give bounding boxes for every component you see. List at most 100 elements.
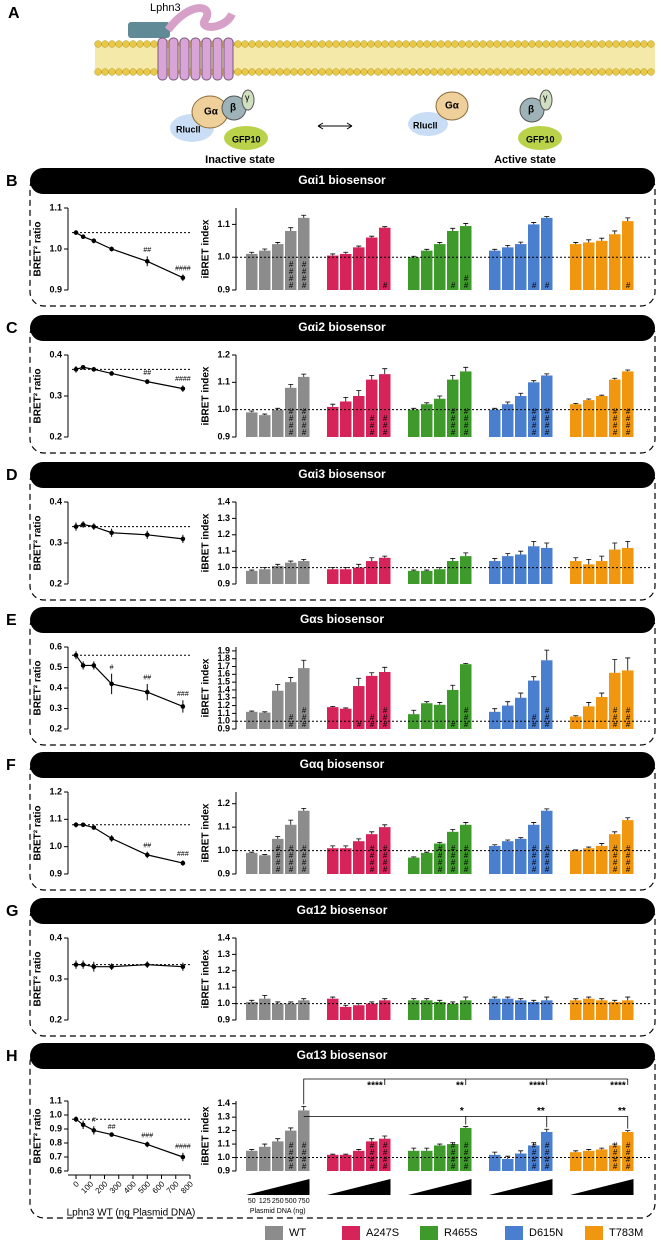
lipid-head — [101, 40, 109, 48]
error-bar — [599, 237, 605, 241]
lipid-head — [297, 40, 305, 48]
panel-frame — [29, 467, 656, 601]
bar — [259, 998, 271, 1020]
significance: #### — [436, 844, 445, 872]
panel-banner — [30, 898, 655, 924]
panel-title: Gαi3 biosensor — [298, 467, 386, 481]
data-point — [109, 964, 114, 969]
lipid-head — [640, 68, 648, 76]
error-bar — [505, 1155, 511, 1159]
bar — [421, 1000, 433, 1020]
y-tick-label: 1.4 — [217, 932, 230, 942]
error-bar — [275, 684, 281, 691]
significance: # — [530, 281, 539, 288]
bar — [489, 250, 501, 290]
bar — [379, 1138, 391, 1171]
lipid-head — [423, 40, 431, 48]
bar — [596, 396, 608, 437]
error-bar — [625, 657, 631, 671]
error-bar — [531, 1142, 537, 1146]
dose-label: 750 — [298, 1198, 310, 1205]
bar — [259, 1146, 271, 1171]
lipid-head — [94, 68, 102, 76]
error-bar — [424, 851, 430, 853]
lipid-head — [262, 40, 270, 48]
legend-swatch — [505, 1226, 523, 1240]
error-bar — [492, 558, 498, 562]
error-bar — [625, 217, 631, 222]
significance: #### — [530, 1141, 539, 1169]
dose-ramp — [246, 1179, 310, 1195]
lipid-head — [416, 40, 424, 48]
lipid-head — [633, 40, 641, 48]
error-bar — [356, 677, 362, 687]
data-point — [180, 275, 186, 281]
lipid-head — [276, 40, 284, 48]
error-bar — [382, 555, 388, 558]
error-bar — [586, 702, 592, 707]
y-tick-label: 0.6 — [49, 641, 62, 651]
lipid-head — [108, 68, 116, 76]
lipid-head — [465, 68, 473, 76]
significance: #### — [462, 407, 471, 435]
bar — [434, 569, 446, 584]
lipid-head — [150, 68, 158, 76]
legend-label: WT — [289, 1227, 306, 1239]
bar — [622, 820, 634, 874]
dose-ramp — [570, 1179, 634, 1195]
y-axis-label: BRET² ratio — [33, 1109, 44, 1164]
error-bar — [463, 822, 469, 825]
y-tick-label: 0.9 — [217, 1165, 230, 1175]
error-bar — [531, 222, 537, 225]
panel-label: C — [6, 320, 18, 337]
bar — [502, 998, 514, 1020]
bar — [541, 810, 553, 874]
error-bar — [382, 824, 388, 828]
bar — [272, 565, 284, 584]
lipid-head — [619, 40, 627, 48]
panel-banner — [30, 607, 655, 633]
error-bar — [531, 540, 537, 547]
significance: ## — [143, 247, 151, 254]
lipid-head — [507, 40, 515, 48]
lipid-head — [633, 68, 641, 76]
error-bar — [262, 248, 268, 251]
significance: # — [449, 281, 458, 288]
bar — [515, 1153, 527, 1171]
error-bar — [369, 235, 375, 238]
bar — [570, 850, 582, 874]
bar — [460, 371, 472, 437]
error-bar — [249, 251, 255, 254]
data-point — [144, 962, 150, 967]
error-bar — [450, 558, 456, 562]
lipid-head — [136, 40, 144, 48]
lipid-head — [430, 40, 438, 48]
data-point — [80, 822, 86, 828]
receptor-label: Lphn3 — [150, 2, 181, 14]
error-bar — [463, 552, 469, 557]
panel-banner — [30, 1043, 655, 1069]
label: Rlucll — [413, 120, 438, 130]
y-tick-label: 1.3 — [217, 949, 230, 959]
dose-ramp — [408, 1179, 472, 1195]
error-bar — [356, 1149, 362, 1151]
error-bar — [437, 841, 443, 844]
panel-title: Gαq biosensor — [300, 757, 385, 771]
bar — [528, 680, 540, 729]
data-point — [144, 852, 150, 858]
lipid-head — [248, 40, 256, 48]
error-bar — [612, 230, 618, 235]
bar — [272, 1003, 284, 1020]
bar — [272, 409, 284, 437]
data-point — [80, 962, 86, 967]
error-bar — [262, 854, 268, 856]
lipid-head — [647, 68, 655, 76]
bar — [340, 1006, 352, 1020]
lipid-head — [360, 68, 368, 76]
error-bar — [463, 663, 469, 665]
error-bar — [492, 708, 498, 712]
lipid-head — [304, 40, 312, 48]
receptor-loop — [164, 4, 236, 33]
lipid-head — [409, 68, 417, 76]
error-bar — [382, 666, 388, 672]
